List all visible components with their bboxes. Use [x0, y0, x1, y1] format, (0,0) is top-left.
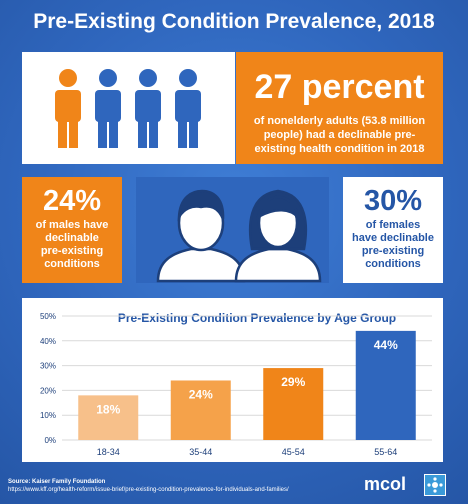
mcol-logo-icon	[424, 474, 446, 496]
bar-35-44	[170, 380, 231, 440]
male-description: of males have declinable pre-existing co…	[22, 219, 122, 271]
bar-data-label: 44%	[374, 338, 398, 352]
bar-18-34	[78, 395, 139, 440]
age-group-chart: Pre-Existing Condition Prevalence by Age…	[22, 298, 443, 462]
people-group-icon	[55, 69, 201, 148]
y-tick-label: 30%	[40, 362, 56, 371]
female-desc-line: have declinable	[352, 232, 434, 244]
bar-data-label: 29%	[281, 375, 305, 389]
person-blue-icon	[175, 69, 201, 148]
female-desc-line: pre-existing	[361, 245, 425, 257]
x-tick-label: 55-64	[374, 447, 397, 457]
person-orange-icon	[55, 69, 81, 148]
male-desc-line: pre-existing	[40, 245, 104, 257]
y-tick-label: 10%	[40, 411, 56, 420]
source-url: https://www.kff.org/health-reform/issue-…	[8, 487, 289, 493]
bar-data-label: 18%	[96, 402, 120, 416]
female-silhouette-icon	[234, 189, 322, 283]
male-stat-panel: 24% of males have declinable pre-existin…	[22, 177, 122, 283]
male-desc-line: of males have	[35, 219, 109, 231]
y-tick-label: 50%	[40, 312, 56, 321]
page-title: Pre-Existing Condition Prevalence, 2018	[33, 10, 435, 33]
people-icons-panel	[22, 52, 235, 164]
female-stat-panel: 30% of females have declinable pre-exist…	[343, 177, 443, 283]
x-tick-label: 35-44	[189, 447, 212, 457]
male-stat: 24%	[42, 185, 102, 217]
source-note: Source: Kaiser Family Foundation https:/…	[8, 478, 289, 494]
source-label: Source: Kaiser Family Foundation	[8, 479, 106, 485]
headline-description: of nonelderly adults (53.8 million peopl…	[253, 115, 426, 155]
female-description: of females have declinable pre-existing …	[343, 219, 443, 271]
bar-45-54	[263, 368, 324, 440]
bar-55-64	[355, 330, 416, 440]
y-tick-label: 20%	[40, 386, 56, 395]
silhouettes-panel	[136, 177, 329, 283]
female-desc-line: of females	[365, 219, 421, 231]
bar-chart: Pre-Existing Condition Prevalence by Age…	[40, 311, 432, 457]
person-blue-icon	[135, 69, 161, 148]
y-tick-label: 40%	[40, 337, 56, 346]
mcol-logo: mcol	[364, 474, 407, 494]
headline-stat: 27 percent	[254, 68, 425, 106]
female-stat: 30%	[363, 185, 423, 217]
y-tick-label: 0%	[44, 436, 56, 445]
x-tick-label: 45-54	[282, 447, 305, 457]
person-blue-icon	[95, 69, 121, 148]
x-tick-label: 18-34	[97, 447, 120, 457]
male-silhouette-icon	[156, 189, 246, 283]
bar-data-label: 24%	[189, 387, 213, 401]
headline-stat-panel: 27 percent of nonelderly adults (53.8 mi…	[236, 52, 443, 164]
male-desc-line: declinable	[45, 232, 99, 244]
female-desc-line: conditions	[365, 258, 421, 270]
male-desc-line: conditions	[44, 258, 100, 270]
chart-title: Pre-Existing Condition Prevalence by Age…	[118, 311, 396, 325]
